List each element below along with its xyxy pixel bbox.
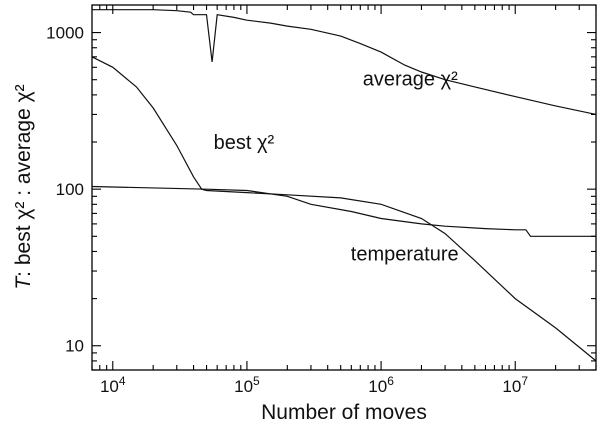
x-tick-exponent: 7	[521, 374, 528, 388]
annotation-average: average χ²	[363, 68, 458, 90]
x-tick-label: 105	[234, 374, 260, 396]
x-tick-mantissa: 10	[234, 377, 253, 396]
y-tick-label: 100	[56, 180, 84, 199]
x-tick-exponent: 5	[253, 374, 260, 388]
y-axis-title: T: best χ² : average χ²	[12, 84, 35, 289]
x-tick-mantissa: 10	[502, 377, 521, 396]
y-axis-title-rest: : best χ² : average χ²	[12, 84, 35, 276]
y-tick-label: 1000	[46, 24, 84, 43]
x-tick-label: 104	[100, 374, 126, 396]
x-tick-mantissa: 10	[100, 377, 119, 396]
series-line-temperature	[91, 185, 596, 237]
series-line-best	[91, 56, 597, 362]
annotation-best: best χ²	[214, 132, 275, 154]
y-tick-label: 10	[65, 337, 84, 356]
x-tick-exponent: 4	[119, 374, 126, 388]
x-tick-mantissa: 10	[368, 377, 387, 396]
x-axis-title: Number of moves	[261, 401, 427, 424]
annotation-layer: average χ² best χ² temperature	[214, 68, 459, 265]
annotation-temperature: temperature	[351, 244, 459, 266]
y-axis-title-prefix: T	[12, 275, 35, 290]
x-tick-label: 107	[502, 374, 528, 396]
x-tick-exponent: 6	[387, 374, 394, 388]
x-tick-label: 106	[368, 374, 394, 396]
plot-frame	[91, 4, 597, 371]
series-line-average	[92, 9, 597, 115]
series-layer	[91, 9, 597, 362]
